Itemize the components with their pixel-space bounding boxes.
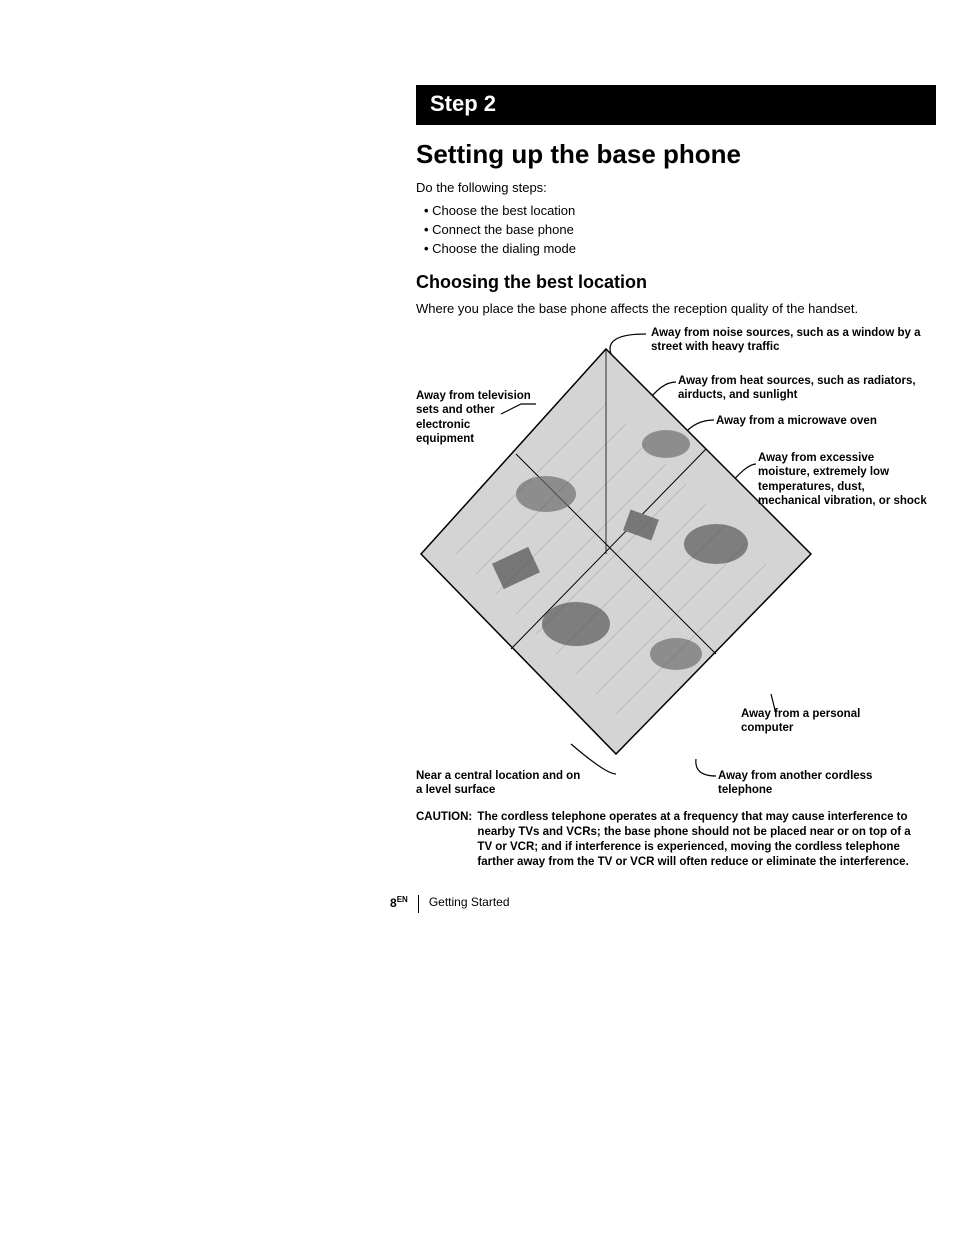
page-number: 8 (390, 896, 397, 910)
callout-microwave: Away from a microwave oven (716, 414, 931, 428)
page-footer: 8EN Getting Started (390, 895, 510, 913)
footer-section-name: Getting Started (429, 895, 510, 909)
steps-list: Choose the best location Connect the bas… (416, 203, 936, 256)
callout-heat: Away from heat sources, such as radiator… (678, 374, 933, 403)
step-header-bar: Step 2 (416, 85, 936, 125)
page-title: Setting up the base phone (416, 139, 936, 170)
intro-text: Do the following steps: (416, 180, 936, 195)
footer-divider (418, 895, 419, 913)
caution-label: CAUTION: (416, 811, 472, 823)
section-heading: Choosing the best location (416, 272, 936, 293)
callout-pc: Away from a personal computer (741, 707, 901, 736)
list-item: Choose the dialing mode (424, 241, 936, 256)
list-item: Connect the base phone (424, 222, 936, 237)
callout-central: Near a central location and on a level s… (416, 769, 586, 798)
callout-noise: Away from noise sources, such as a windo… (651, 326, 926, 355)
callout-moisture: Away from excessive moisture, extremely … (758, 451, 928, 509)
section-body: Where you place the base phone affects t… (416, 301, 936, 316)
location-diagram: Away from television sets and other elec… (416, 324, 936, 804)
callout-cordless: Away from another cordless telephone (718, 769, 918, 798)
caution-block: CAUTION: The cordless telephone operates… (416, 810, 936, 870)
caution-text: The cordless telephone operates at a fre… (477, 810, 922, 870)
callout-tv: Away from television sets and other elec… (416, 389, 531, 447)
list-item: Choose the best location (424, 203, 936, 218)
page-number-suffix: EN (397, 895, 408, 904)
